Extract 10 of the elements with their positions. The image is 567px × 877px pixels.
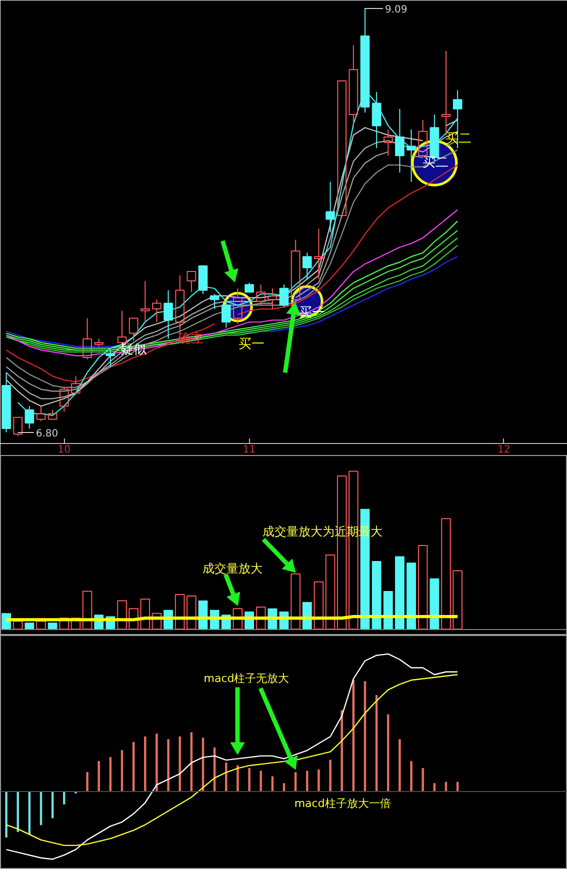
annotation: 6.80 <box>36 428 58 440</box>
annotation: 买一 <box>238 337 264 352</box>
x-tick-label: 11 <box>242 444 256 456</box>
annotation: 成交量放大 <box>202 562 263 576</box>
annotation: macd柱子无放大 <box>204 672 290 685</box>
annotation: macd柱子放大一倍 <box>294 796 391 810</box>
annotation: 买二 <box>422 156 449 171</box>
x-tick-label: 12 <box>497 444 510 456</box>
annotation: 9.09 <box>385 4 408 16</box>
x-tick-label: 10 <box>58 444 71 456</box>
